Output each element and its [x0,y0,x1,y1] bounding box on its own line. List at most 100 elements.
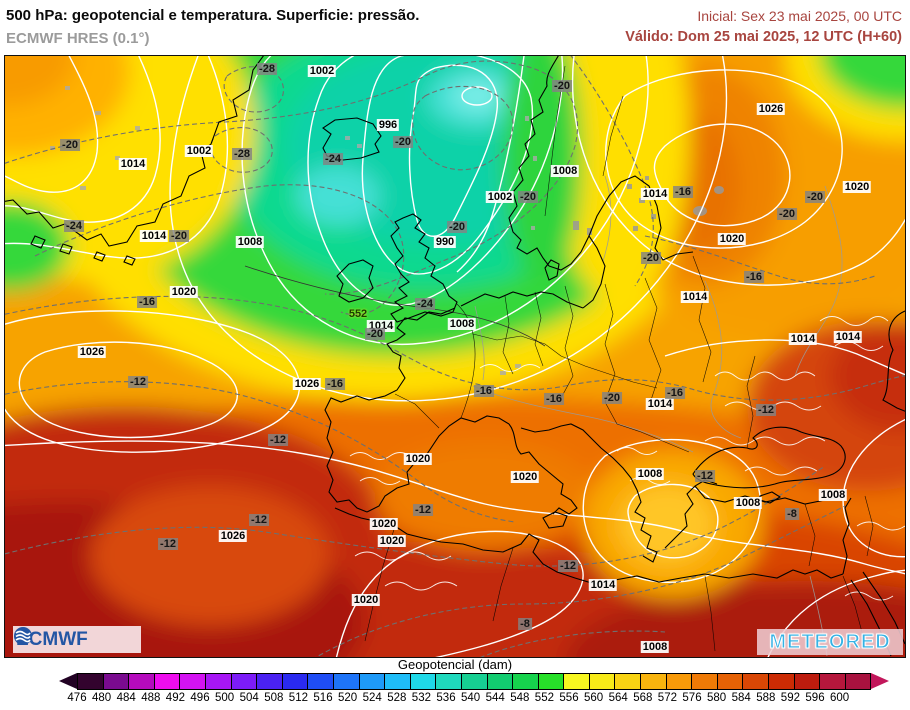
colorbar-tick: 556 [559,692,579,704]
pressure-label: 1014 [645,398,675,410]
temperature-label: -12 [268,434,288,446]
weather-map: 996 990 1002 1002 1002 1008 1008 1008 1008 1008 10… [4,55,906,658]
temperature-label: -16 [137,296,157,308]
mountain-hatching [349,316,905,601]
colorbar-left-arrow [59,673,77,689]
pressure-label: 1020 [351,594,381,606]
colorbar-tick: 552 [534,692,554,704]
temperature-label: -20 [641,252,661,264]
colorbar-tick: 504 [239,692,259,704]
colorbar-tick: 512 [288,692,308,704]
pressure-label: 1002 [485,191,515,203]
pressure-label: 1014 [139,230,169,242]
pressure-label: 996 [376,119,400,131]
colorbar-tick: 564 [608,692,628,704]
colorbar-cell [564,673,590,690]
colorbar-cell [794,673,821,690]
page-title: 500 hPa: geopotencial e temperatura. Sup… [6,7,420,24]
temperature-label: -8 [518,618,532,630]
colorbar-cell [461,673,488,690]
temperature-label: -20 [552,80,572,92]
colorbar-tick: 592 [780,692,800,704]
pressure-label: 1020 [510,471,540,483]
colorbar-title: Geopotencial (dam) [397,657,513,672]
pressure-label: 1008 [550,165,580,177]
temperature-label: -20 [60,139,80,151]
coastlines [5,56,905,657]
colorbar-tick: 572 [657,692,677,704]
temperature-label: -24 [323,153,343,165]
colorbar-cell [180,673,206,690]
colorbar-tick: 528 [387,692,407,704]
colorbar-cell [282,673,309,690]
temperature-label: -12 [413,504,433,516]
colorbar-cell [205,673,232,690]
temperature-label: -24 [415,298,435,310]
colorbar-tick: 476 [67,692,87,704]
colorbar-tick: 536 [436,692,456,704]
pressure-label: 990 [433,236,457,248]
temperature-label: -8 [785,508,799,520]
colorbar-tick: 568 [633,692,653,704]
temperature-label: -20 [393,136,413,148]
pressure-label: 1020 [169,286,199,298]
model-subtitle: ECMWF HRES (0.1°) [6,30,150,47]
temperature-label: -20 [602,392,622,404]
temperature-label: -12 [249,514,269,526]
terrain-speckle [50,86,537,375]
colorbar [59,673,890,690]
colorbar-cell [769,673,795,690]
temperature-label: -20 [805,191,825,203]
pressure-label: 1020 [377,535,407,547]
pressure-label: 1002 [307,65,337,77]
temperature-label: -16 [544,393,564,405]
temperature-label: -20 [518,191,538,203]
temperature-label: -16 [325,378,345,390]
colorbar-cell [641,673,667,690]
colorbar-cell [231,673,258,690]
temperature-label: -20 [777,208,797,220]
colorbar-cell [257,673,283,690]
colorbar-cell [820,673,846,690]
temperature-label: -16 [474,385,494,397]
temperature-label: -16 [673,186,693,198]
temperature-label: -12 [695,470,715,482]
pressure-label: 1008 [640,641,670,653]
temperature-label: -12 [158,538,178,550]
pressure-label: 1020 [403,453,433,465]
contour-labels: 996 990 1002 1002 1002 1008 1008 1008 1008 1008 10… [5,56,905,657]
pressure-label: 1014 [640,188,670,200]
pressure-label: 1014 [588,579,618,591]
colorbar-cell [154,673,181,690]
colorbar-tick: 480 [92,692,112,704]
geopotential-label: 552 [348,308,368,320]
colorbar-cell [589,673,616,690]
pressure-label: 1008 [447,318,477,330]
colorbar-cell [513,673,539,690]
ecmwf-logo: ECMWF [13,626,141,653]
temperature-label: -12 [128,376,148,388]
colorbar-tick: 596 [805,692,825,704]
colorbar-cell [615,673,642,690]
init-time: Inicial: Sex 23 mai 2025, 00 UTC [697,8,902,24]
colorbar-cell [129,673,155,690]
colorbar-tick: 520 [338,692,358,704]
colorbar-tick: 524 [362,692,382,704]
colorbar-tick: 540 [461,692,481,704]
colorbar-cell [692,673,718,690]
colorbar-cell [717,673,744,690]
temperature-label: -20 [365,328,385,340]
pressure-label: 1026 [77,346,107,358]
temperature-label: -16 [744,271,764,283]
temperature-label: -28 [257,63,277,75]
temperature-label: -20 [169,230,189,242]
pressure-label: 1014 [788,333,818,345]
colorbar-cell [385,673,411,690]
pressure-label: 1008 [818,489,848,501]
ecmwf-logo-text: ECMWF [16,628,88,650]
temperature-label: -20 [447,221,467,233]
pressure-label: 1008 [235,236,265,248]
colorbar-tick: 548 [510,692,530,704]
colorbar-right-arrow [871,673,890,689]
